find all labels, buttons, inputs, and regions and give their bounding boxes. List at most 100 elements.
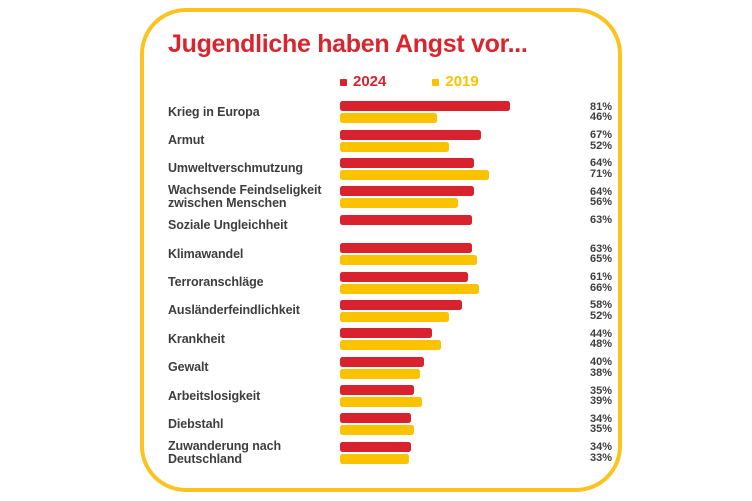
bar-2024 (340, 101, 511, 112)
bar-2024 (340, 441, 412, 452)
chart-title: Jugendliche haben Angst vor... (168, 30, 528, 58)
chart-row: Arbeitslosigkeit 35% 39% (168, 382, 612, 410)
percent-labels: 64% 56% (566, 187, 612, 208)
percent-2024: 34% (589, 412, 612, 425)
percent-2019: 56% (589, 196, 612, 209)
percent-2019: 66% (589, 281, 612, 294)
percent-2024: 64% (589, 185, 612, 198)
percent-2024: 34% (589, 441, 612, 454)
percent-2019: 35% (589, 423, 612, 436)
percent-2019: 38% (589, 366, 612, 379)
bar-2024 (340, 157, 475, 168)
category-label: Wachsende Feindseligkeit zwischen Mensch… (168, 183, 322, 211)
bar-group (340, 413, 566, 436)
percent-2019: 48% (589, 338, 612, 351)
category-label: Terroranschläge (168, 275, 264, 290)
bar-2024 (340, 186, 475, 197)
bar-2024 (340, 299, 462, 310)
bar-group (340, 157, 566, 180)
bar-group (340, 129, 566, 152)
percent-labels: 61% 66% (566, 272, 612, 293)
category-label: Umweltverschmutzung (168, 161, 303, 176)
percent-2019: 46% (589, 111, 612, 124)
chart-row: Armut 67% 52% (168, 126, 612, 154)
legend: 2024 2019 (340, 73, 612, 91)
bar-group (340, 271, 566, 294)
percent-labels: 34% 33% (566, 442, 612, 463)
chart-row: Diebstahl 34% 35% (168, 410, 612, 438)
bar-2019 (340, 453, 410, 464)
chart-row: Wachsende Feindseligkeit zwischen Mensch… (168, 183, 612, 211)
bar-2024 (340, 328, 433, 339)
bar-2024 (340, 129, 481, 140)
bar-group (340, 328, 566, 351)
bar-2019 (340, 340, 441, 351)
category-label: Ausländerfeindlichkeit (168, 303, 300, 318)
bar-2019 (340, 311, 450, 322)
bar-2024 (340, 271, 469, 282)
bar-2024 (340, 243, 473, 254)
percent-2019: 39% (589, 395, 612, 408)
chart-row: Soziale Ungleichheit 63% (168, 212, 612, 240)
category-label: Diebstahl (168, 416, 224, 431)
bar-2019 (340, 198, 458, 209)
percent-2024: 61% (589, 271, 612, 284)
percent-2024: 67% (589, 129, 612, 142)
percent-labels: 64% 71% (566, 158, 612, 179)
bar-2024 (340, 413, 412, 424)
bar-2024 (340, 356, 424, 367)
chart-row: Gewalt 40% 38% (168, 354, 612, 382)
chart-row: Krieg in Europa 81% 46% (168, 98, 612, 126)
bar-group (340, 441, 566, 464)
bar-group (340, 243, 566, 266)
percent-labels: 44% 48% (566, 329, 612, 350)
percent-labels: 40% 38% (566, 357, 612, 378)
percent-2024: 81% (589, 100, 612, 113)
percent-2024: 63% (589, 242, 612, 255)
legend-swatch-2024-icon (340, 78, 347, 86)
percent-2024: 35% (589, 384, 612, 397)
percent-labels: 35% 39% (566, 384, 612, 408)
chart-row: Klimawandel 63% 65% (168, 240, 612, 268)
bar-2024 (340, 214, 473, 225)
bar-group (340, 356, 566, 379)
percent-2019 (566, 226, 612, 237)
legend-label-2019: 2019 (445, 73, 479, 90)
legend-swatch-2019-icon (432, 78, 440, 86)
percent-2024: 40% (589, 356, 612, 369)
category-label: Zuwanderung nach Deutschland (168, 438, 281, 466)
chart-row: Ausländerfeindlichkeit 58% 52% (168, 297, 612, 325)
bar-2019 (340, 283, 479, 294)
category-label: Arbeitslosigkeit (168, 388, 261, 403)
bar-group (340, 385, 566, 408)
legend-item-2024: 2024 (340, 73, 386, 91)
percent-labels: 67% 52% (566, 130, 612, 151)
chart-row: Umweltverschmutzung 64% 71% (168, 155, 612, 183)
bar-2024 (340, 385, 414, 396)
percent-2024: 58% (589, 299, 612, 312)
chart-row: Zuwanderung nach Deutschland 34% 33% (168, 439, 612, 467)
bar-2019 (340, 255, 477, 266)
bar-group (340, 299, 566, 322)
percent-labels: 34% 35% (566, 414, 612, 435)
category-label: Gewalt (168, 360, 209, 375)
bar-2019 (340, 141, 450, 152)
percent-2019: 71% (589, 167, 612, 180)
percent-2019: 52% (589, 309, 612, 322)
bar-group (340, 101, 566, 124)
percent-2024: 63% (589, 214, 612, 227)
chart-row: Terroranschläge 61% 66% (168, 268, 612, 296)
bar-group (340, 186, 566, 209)
chart-row: Krankheit 44% 48% (168, 325, 612, 353)
percent-2019: 65% (589, 253, 612, 266)
percent-labels: 81% 46% (566, 100, 612, 124)
percent-labels: 63% 65% (566, 242, 612, 266)
bar-2019 (340, 368, 420, 379)
percent-2024: 64% (589, 157, 612, 170)
bar-2019 (340, 425, 414, 436)
bar-group (340, 214, 566, 237)
percent-2019: 52% (589, 139, 612, 152)
category-label: Soziale Ungleichheit (168, 218, 288, 233)
category-label: Krieg in Europa (168, 104, 260, 119)
legend-item-2019: 2019 (432, 73, 479, 91)
